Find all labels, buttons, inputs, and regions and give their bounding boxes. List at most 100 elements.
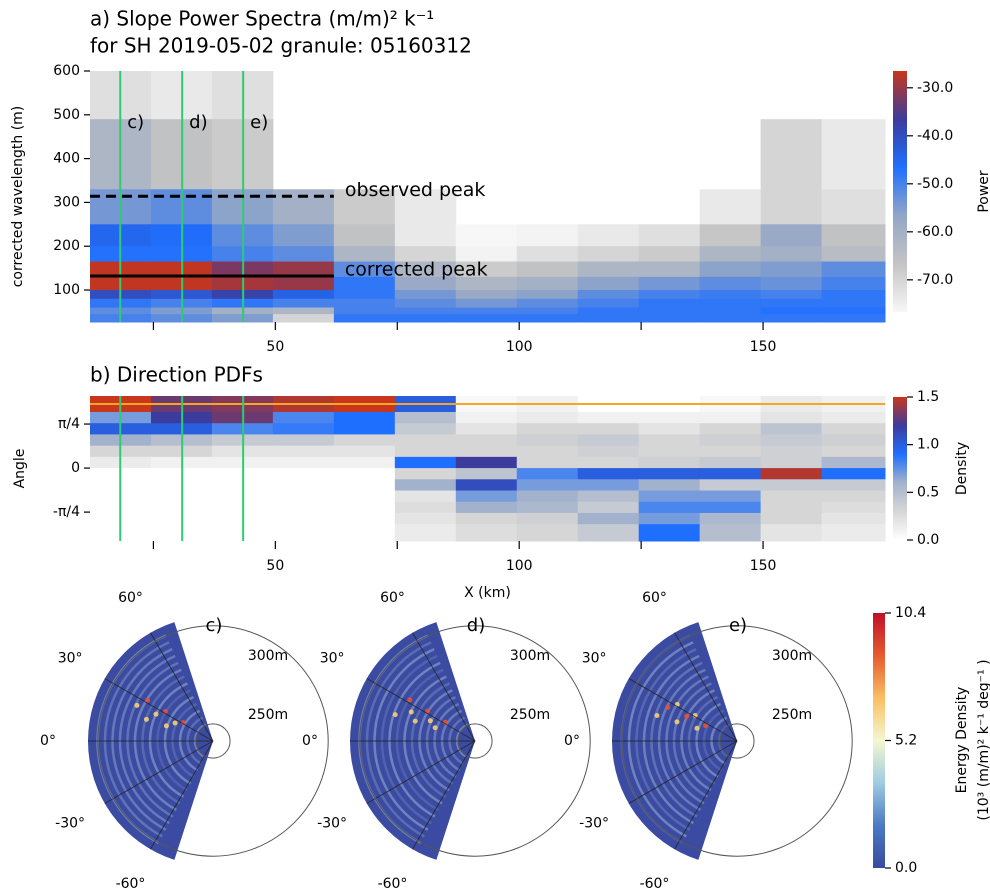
polar-texture (650, 661, 703, 818)
heat-cell (699, 501, 762, 514)
heat-cell (272, 224, 335, 247)
polar-texture (672, 682, 712, 798)
heat-cell (394, 276, 457, 291)
heat-cell (638, 423, 701, 435)
polar-texture (642, 654, 700, 825)
heat-cell (821, 490, 886, 503)
x-tick-label: 100 (506, 339, 533, 355)
heat-cell (760, 434, 823, 447)
heat-cell (272, 512, 335, 525)
heat-cell (333, 290, 396, 300)
heat-cell (577, 445, 640, 458)
heat-cell (821, 512, 886, 525)
heat-cell (333, 456, 396, 469)
theta-tick-label: 30° (320, 651, 345, 667)
heat-cell (333, 501, 396, 514)
r-tick-label: 300m (510, 648, 550, 664)
polar-texture (186, 716, 204, 765)
marker-label: d) (189, 112, 207, 133)
heat-cell (821, 501, 886, 514)
r-grid-circle (457, 723, 493, 759)
chart-subtitle: for SH 2019-05-02 granule: 05160312 (90, 34, 472, 58)
r-tick-label: 250m (248, 707, 288, 723)
heat-cell (821, 246, 886, 263)
heat-cell (394, 224, 457, 247)
heat-cell (760, 411, 823, 424)
polar-texture (111, 648, 173, 831)
heat-cell (577, 423, 640, 435)
heat-cell (394, 468, 457, 480)
polar-hotspot (654, 712, 660, 718)
y-tick-label: 100 (53, 282, 80, 298)
heat-cell (699, 479, 762, 492)
polar-hotspot (392, 712, 398, 718)
heat-cell (455, 445, 518, 458)
heat-cell (699, 445, 762, 458)
heat-cell (516, 276, 579, 291)
heat-cell (394, 314, 457, 323)
polar-texture (178, 709, 201, 772)
heat-cell (272, 456, 335, 469)
heat-cell (821, 119, 886, 190)
heat-cell (821, 314, 886, 323)
heat-cell (760, 456, 823, 469)
heat-cell (638, 434, 701, 447)
x-axis-label: X (km) (464, 585, 511, 601)
polar-texture (126, 661, 179, 818)
heat-cell (272, 468, 335, 480)
heat-cell (455, 307, 518, 315)
heat-cell (760, 307, 823, 315)
colorbar (893, 397, 907, 540)
heat-cell (699, 314, 762, 323)
heat-cell (638, 261, 701, 278)
polar-hotspot (432, 725, 438, 731)
colorbar-tick-label: 0.0 (917, 532, 939, 548)
heat-cell (577, 246, 640, 263)
heat-cell (516, 224, 579, 247)
heat-cell (455, 512, 518, 525)
heat-cell (577, 224, 640, 247)
colorbar-tick-label: -50.0 (917, 176, 953, 192)
x-tick-label: 150 (750, 339, 777, 355)
x-tick-label: 100 (506, 558, 533, 574)
theta-tick-label: 0° (564, 733, 580, 749)
polar-texture (141, 675, 185, 805)
heat-cell (394, 445, 457, 458)
heat-cell (333, 423, 396, 435)
colorbar-tick-label: 5.2 (895, 733, 917, 749)
heat-cell (272, 479, 335, 492)
heat-cell (516, 490, 579, 503)
theta-grid-line (366, 678, 476, 742)
heat-cell (333, 434, 396, 447)
heat-cell (760, 189, 823, 225)
polar-hotspot (694, 725, 700, 731)
theta-tick-label: 60° (642, 590, 667, 606)
theta-tick-label: -30° (579, 816, 609, 832)
heat-cell (638, 246, 701, 263)
r-grid-circle (359, 625, 591, 857)
r-tick-label: 300m (248, 648, 288, 664)
heat-cell (821, 411, 886, 424)
panel-label: c) (206, 615, 223, 636)
heat-cell (699, 276, 762, 291)
colorbar-tick-label: 1.5 (917, 389, 939, 405)
heat-cell (394, 423, 457, 435)
heat-cell (394, 524, 457, 542)
heat-cell (272, 434, 335, 447)
heat-cell (699, 456, 762, 469)
heat-cell (516, 290, 579, 300)
polar-texture (373, 648, 435, 831)
polar-texture (171, 702, 198, 778)
colorbar-tick-label: 1.0 (917, 437, 939, 453)
x-tick-label: 150 (750, 558, 777, 574)
heat-cell (638, 276, 701, 291)
y-tick-label: 600 (53, 63, 80, 79)
theta-tick-label: -30° (55, 816, 85, 832)
heat-cell (516, 298, 579, 309)
heat-cell (394, 246, 457, 263)
heat-cell (638, 524, 701, 542)
heat-cell (577, 434, 640, 447)
polar-hotspot (172, 720, 178, 726)
heat-cell (333, 468, 396, 480)
